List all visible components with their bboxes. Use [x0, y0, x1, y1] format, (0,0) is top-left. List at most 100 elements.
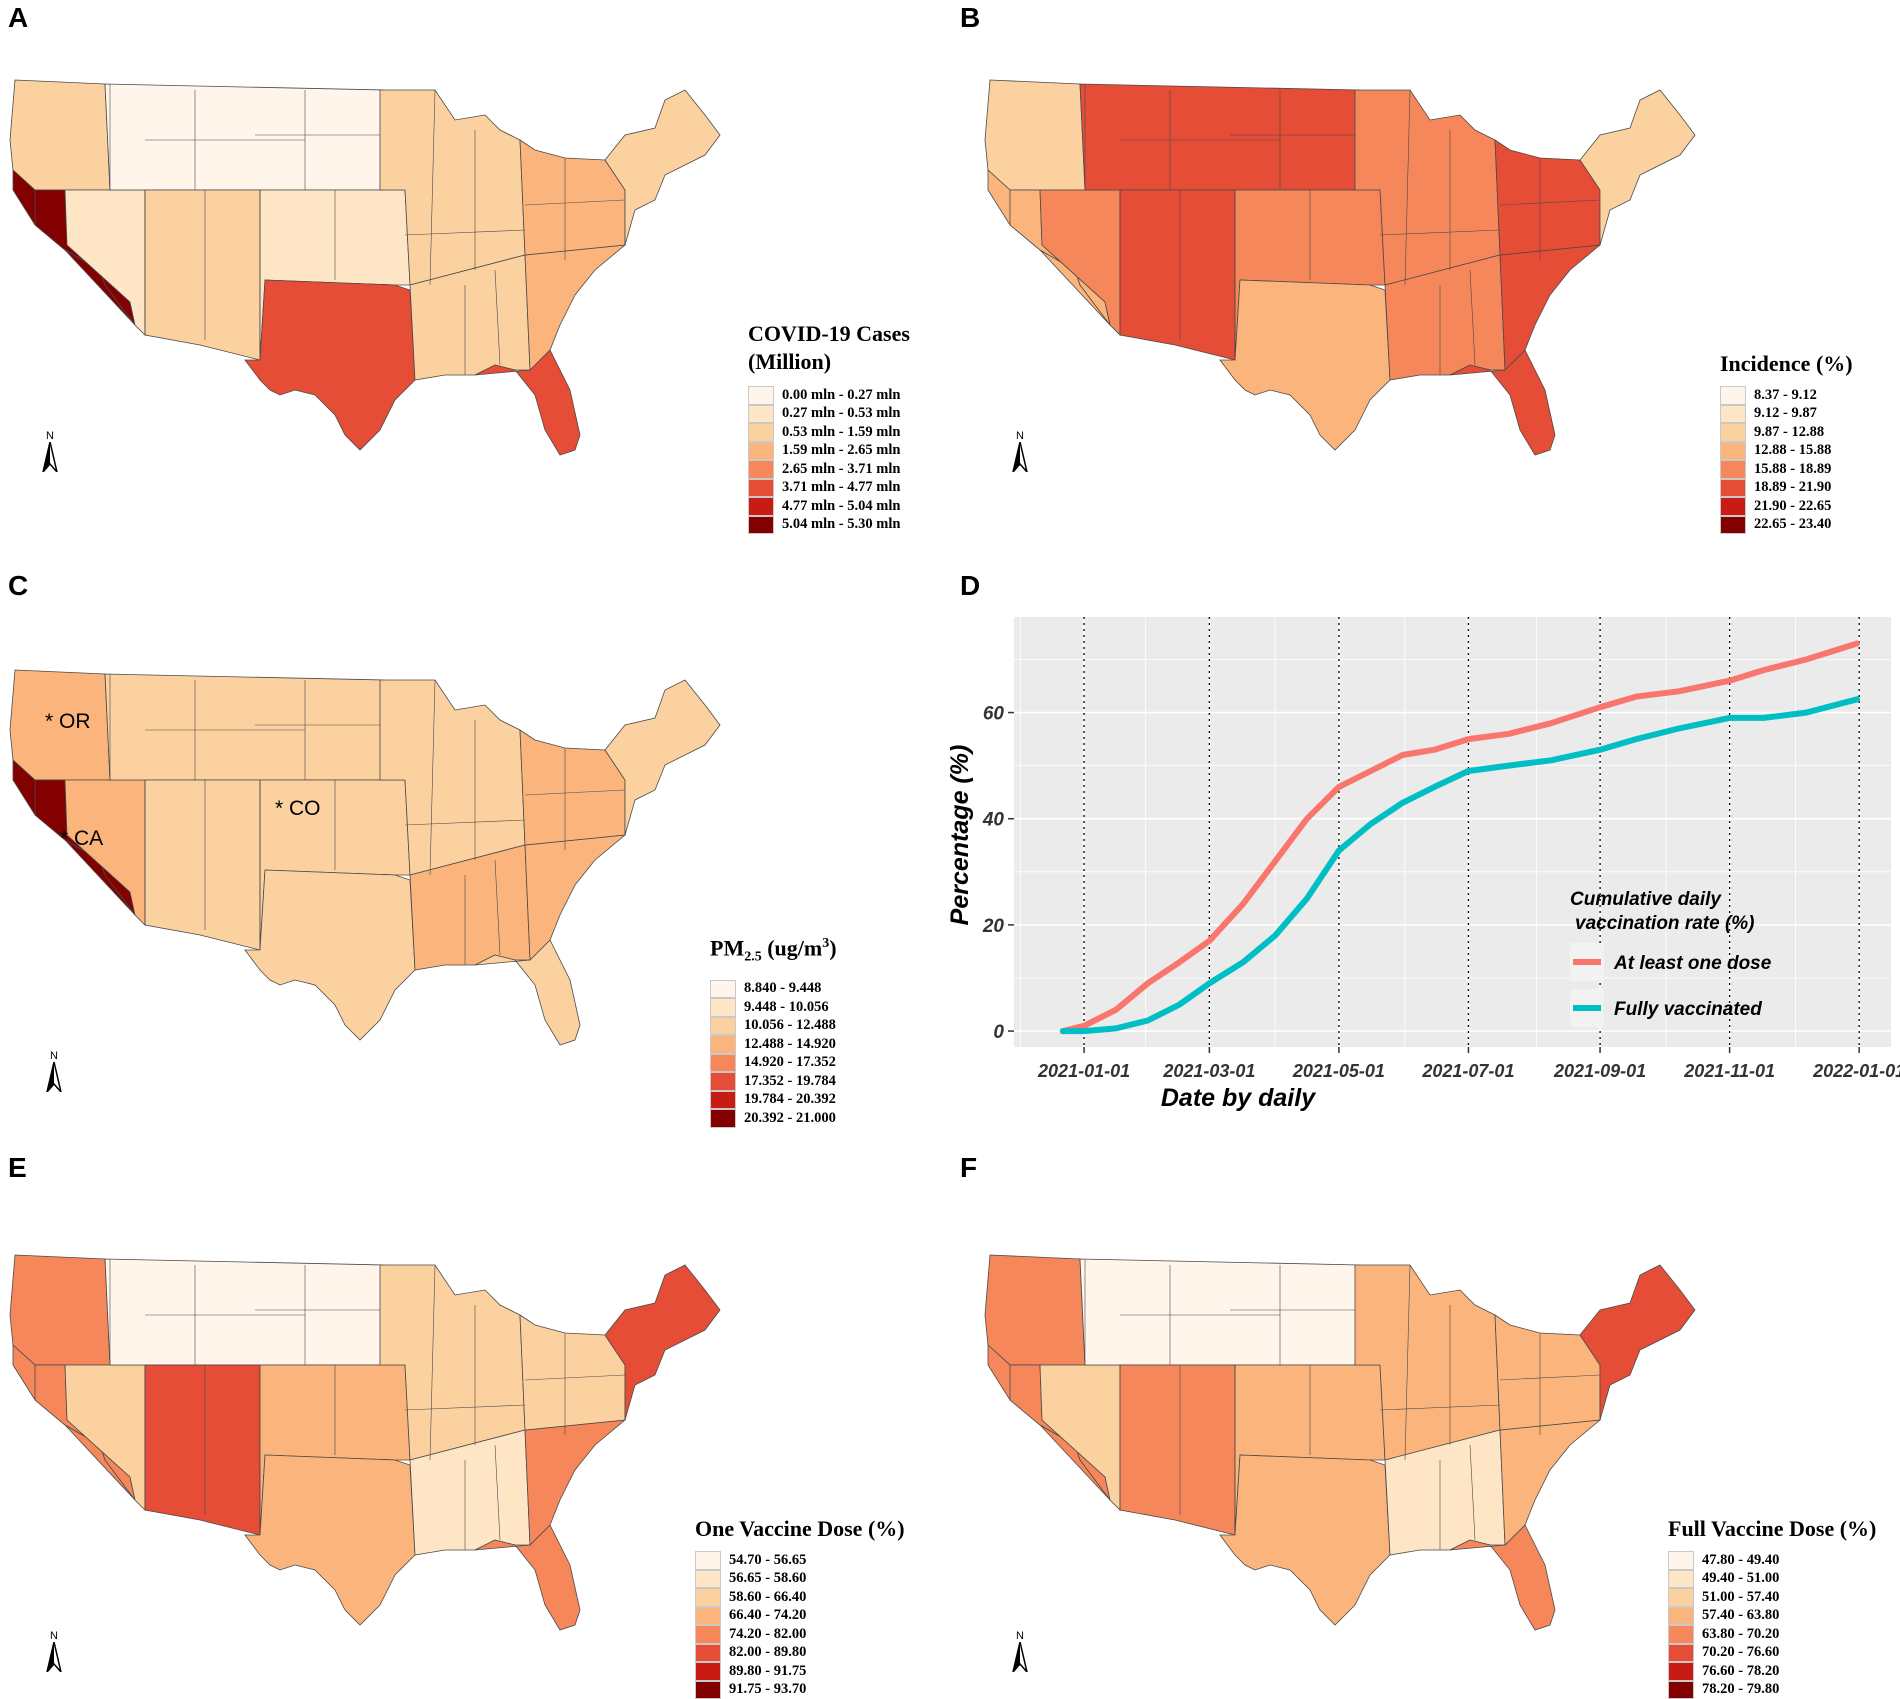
- region-southeast: [1499, 244, 1602, 371]
- legend-b-item: 15.88 - 18.89: [1720, 460, 1853, 479]
- legend-item-label: 12.88 - 15.88: [1754, 442, 1832, 459]
- panel-c: C * OR * CO * CA PM2.5 (ug/m3) 8.840 - 9…: [0, 565, 950, 1128]
- region-northeast: [604, 89, 721, 246]
- chart-legend-title-2: vaccination rate (%): [1575, 913, 1755, 934]
- legend-b-item: 9.12 - 9.87: [1720, 404, 1853, 423]
- x-tick-label: 2021-11-01: [1683, 1061, 1775, 1081]
- region-texas: [244, 869, 416, 1041]
- x-tick-label: 2022-01-01: [1812, 1061, 1900, 1081]
- legend-swatch: [710, 1109, 736, 1128]
- legend-item-label: 70.20 - 76.60: [1702, 1644, 1780, 1661]
- y-tick-label: 20: [982, 916, 1005, 937]
- legend-a-item: 0.00 mln - 0.27 mln: [748, 386, 910, 405]
- y-axis-label: Percentage (%): [950, 745, 974, 926]
- legend-b-item: 21.90 - 22.65: [1720, 497, 1853, 516]
- legend-item-label: 82.00 - 89.80: [729, 1644, 807, 1661]
- region-texas: [244, 1454, 416, 1626]
- legend-swatch: [695, 1643, 721, 1662]
- legend-swatch: [695, 1588, 721, 1607]
- state-border: [404, 229, 526, 236]
- north-arrow-icon-a: N: [40, 430, 60, 476]
- legend-f-title: Full Vaccine Dose (%): [1668, 1516, 1877, 1541]
- region-northeast: [604, 679, 721, 836]
- legend-a-item: 5.04 mln - 5.30 mln: [748, 515, 910, 534]
- legend-swatch: [695, 1625, 721, 1644]
- y-tick-label: 0: [993, 1022, 1004, 1043]
- region-southeast: [1499, 1419, 1602, 1546]
- legend-swatch: [1720, 423, 1746, 442]
- legend-a-title-2: (Million): [748, 349, 832, 374]
- x-tick-label: 2021-05-01: [1292, 1061, 1385, 1081]
- legend-item-label: 19.784 - 20.392: [744, 1091, 836, 1108]
- state-border: [1404, 89, 1411, 286]
- legend-c-title-main: PM: [710, 935, 745, 961]
- chart-legend-title-1: Cumulative daily: [1570, 889, 1722, 910]
- legend-swatch: [1720, 404, 1746, 423]
- panel-b-label: B: [960, 2, 981, 33]
- legend-label-one-dose: At least one dose: [1613, 953, 1772, 974]
- legend-a-item: 1.59 mln - 2.65 mln: [748, 441, 910, 460]
- north-label-e: N: [50, 1630, 58, 1642]
- legend-item-label: 3.71 mln - 4.77 mln: [782, 479, 901, 496]
- legend-item-label: 9.448 - 10.056: [744, 998, 829, 1015]
- legend-item-label: 14.920 - 17.352: [744, 1054, 836, 1071]
- legend-c-item: 14.920 - 17.352: [710, 1053, 837, 1073]
- legend-c-title-sup: 3: [822, 936, 830, 951]
- annotation-co: * CO: [275, 797, 321, 820]
- legend-c: PM2.5 (ug/m3) 8.840 - 9.448 9.448 - 10.05…: [710, 930, 837, 1128]
- state-border: [1499, 199, 1601, 206]
- legend-item-label: 49.40 - 51.00: [1702, 1570, 1780, 1587]
- legend-item-label: 10.056 - 12.488: [744, 1017, 836, 1034]
- region-southeast: [524, 1419, 627, 1546]
- legend-item-label: 74.20 - 82.00: [729, 1625, 807, 1642]
- legend-e-rows: 54.70 - 56.65 56.65 - 58.60 58.60 - 66.40 6…: [695, 1551, 905, 1699]
- state-border: [404, 1404, 526, 1411]
- axis-ticks: 0 20 40 60 2021-01-01 2021-03-01 2021-05-01 202…: [982, 704, 1900, 1081]
- state-border: [1379, 1404, 1501, 1411]
- legend-c-item: 8.840 - 9.448: [710, 979, 837, 999]
- series-line-one-dose: [1059, 640, 1860, 1035]
- legend-swatch: [1668, 1569, 1694, 1588]
- legend-item-label: 18.89 - 21.90: [1754, 479, 1832, 496]
- legend-c-title-sub: 2.5: [744, 949, 762, 965]
- plot-series: [1059, 640, 1860, 1035]
- region-southwest: [144, 189, 261, 361]
- region-southwest: [1119, 189, 1236, 361]
- north-arrow-icon-b: N: [1010, 430, 1030, 476]
- legend-a-item: 4.77 mln - 5.04 mln: [748, 497, 910, 516]
- region-pacific-northwest: [9, 1254, 111, 1366]
- legend-swatch: [748, 460, 774, 479]
- legend-e-item: 54.70 - 56.65: [695, 1551, 905, 1570]
- north-arrow-icon-c: N: [44, 1050, 64, 1096]
- legend-e: One Vaccine Dose (%) 54.70 - 56.65 56.65 …: [695, 1515, 905, 1699]
- legend-f-item: 51.00 - 57.40: [1668, 1588, 1876, 1607]
- legend-swatch: [695, 1662, 721, 1681]
- legend-item-label: 4.77 mln - 5.04 mln: [782, 497, 901, 514]
- legend-b-item: 18.89 - 21.90: [1720, 478, 1853, 497]
- x-tick-label: 2021-01-01: [1037, 1061, 1130, 1081]
- legend-swatch: [710, 1035, 736, 1054]
- region-northern-rockies: [104, 1258, 386, 1366]
- legend-item-label: 8.37 - 9.12: [1754, 386, 1817, 403]
- legend-item-label: 21.90 - 22.65: [1754, 497, 1832, 514]
- legend-item-label: 9.87 - 12.88: [1754, 423, 1825, 440]
- legend-b-item: 9.87 - 12.88: [1720, 423, 1853, 442]
- legend-swatch: [695, 1606, 721, 1625]
- x-tick-label: 2021-09-01: [1553, 1061, 1646, 1081]
- region-pacific-northwest: [984, 1254, 1086, 1366]
- state-border: [524, 199, 626, 206]
- north-arrow-icon-e: N: [44, 1630, 64, 1676]
- legend-swatch: [695, 1551, 721, 1570]
- legend-item-label: 5.04 mln - 5.30 mln: [782, 516, 901, 533]
- panel-e: E One Vaccine Dose (%) 54.70 - 56.65 56.6…: [0, 1140, 950, 1699]
- map-a: [9, 79, 721, 456]
- legend-item-label: 22.65 - 23.40: [1754, 516, 1832, 533]
- legend-b-item: 8.37 - 9.12: [1720, 386, 1853, 405]
- state-border: [524, 1374, 626, 1381]
- y-tick-label: 40: [982, 810, 1005, 831]
- region-texas: [244, 279, 416, 451]
- legend-a-item: 0.27 mln - 0.53 mln: [748, 404, 910, 423]
- region-northern-rockies: [1079, 1258, 1361, 1366]
- legend-c-title: PM2.5 (ug/m3): [710, 930, 837, 972]
- legend-item-label: 20.392 - 21.000: [744, 1109, 836, 1126]
